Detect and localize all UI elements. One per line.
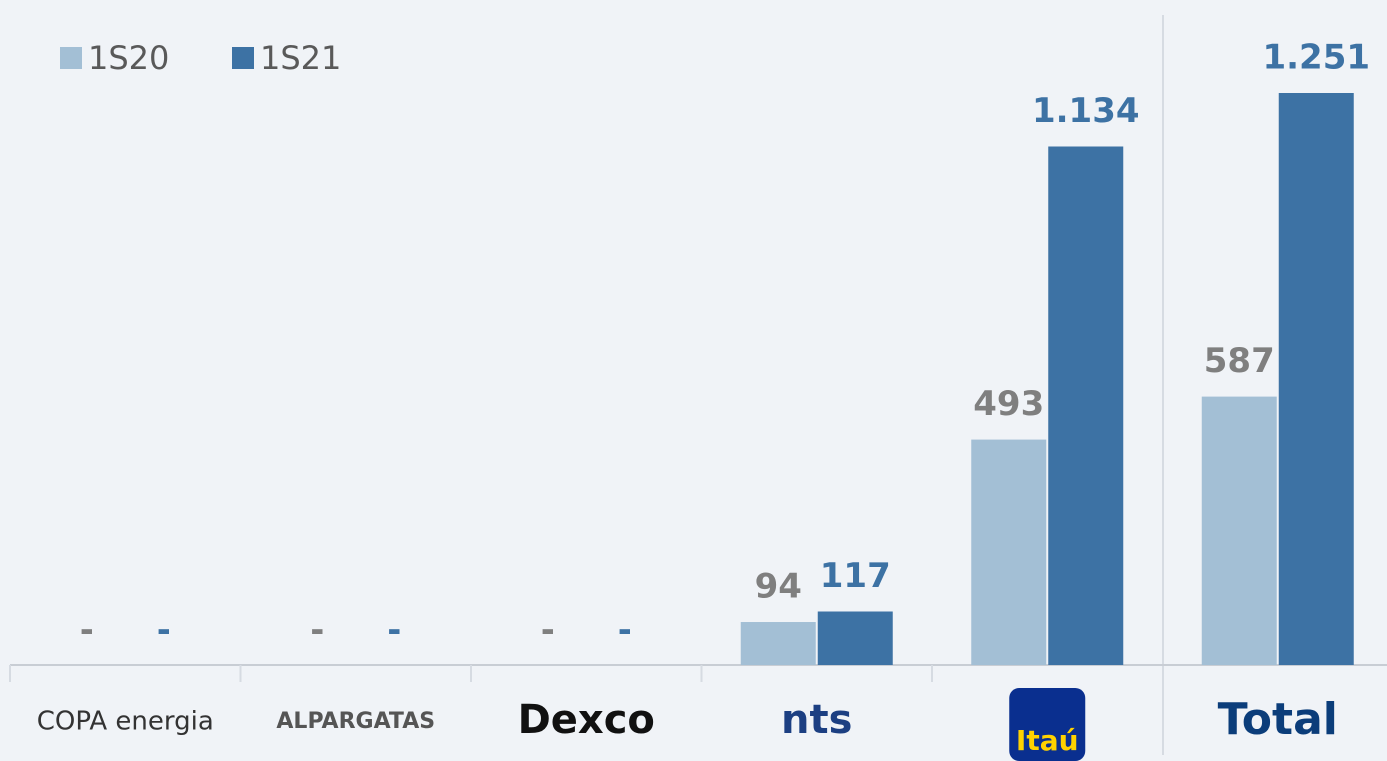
legend-label: 1S20 <box>88 39 169 77</box>
bar <box>1048 146 1124 665</box>
x-tick-label: Itaú <box>1016 724 1079 757</box>
data-label: - <box>541 611 555 651</box>
data-label: 493 <box>973 384 1044 424</box>
data-label: - <box>157 611 171 651</box>
bar <box>971 439 1047 665</box>
data-label: - <box>387 611 401 651</box>
x-tick-label: nts <box>781 697 852 743</box>
x-tick-label: Dexco <box>518 697 655 743</box>
bar <box>817 611 893 665</box>
data-label: 94 <box>755 567 802 607</box>
data-label: - <box>80 611 94 651</box>
legend-label: 1S21 <box>260 39 341 77</box>
itau-logo-box <box>1009 688 1086 761</box>
x-tick-label: Total <box>1218 694 1338 745</box>
x-tick-label: ALPARGATAS <box>276 709 435 734</box>
data-label: - <box>618 611 632 651</box>
data-label: 117 <box>820 556 891 596</box>
bar <box>1201 396 1277 665</box>
legend-swatch <box>60 47 82 69</box>
x-tick-label: COPA energia <box>37 707 214 737</box>
data-label: 1.134 <box>1032 91 1140 131</box>
legend-swatch <box>232 47 254 69</box>
data-label: 1.251 <box>1262 38 1370 78</box>
data-label: 587 <box>1204 341 1275 381</box>
bar <box>740 622 816 665</box>
data-label: - <box>310 611 324 651</box>
bar <box>1278 93 1354 665</box>
